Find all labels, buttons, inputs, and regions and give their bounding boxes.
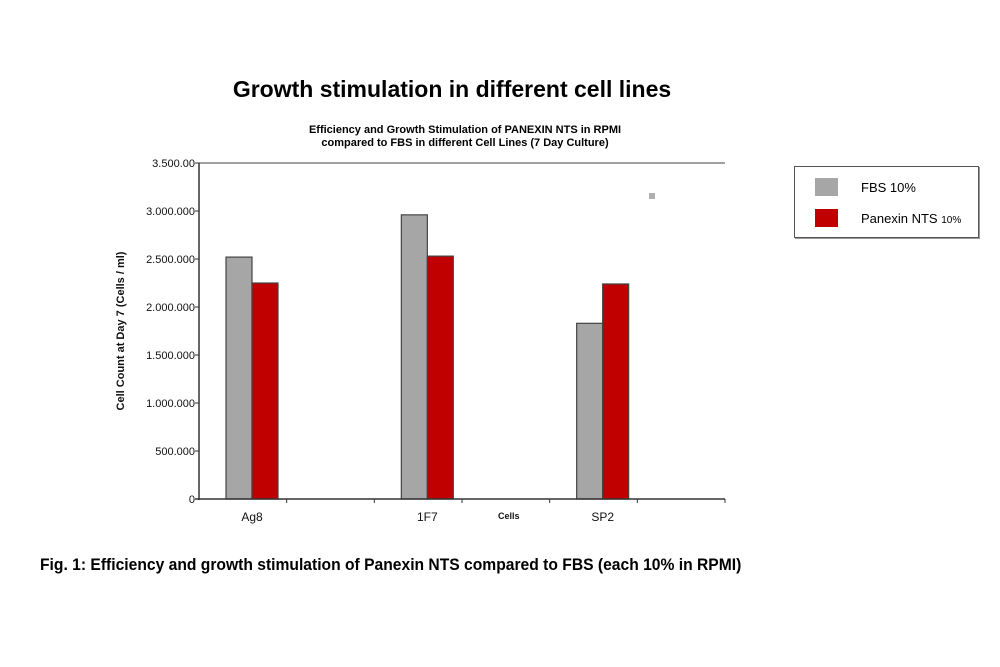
- bar-ag8-fbs: [225, 256, 253, 500]
- y-tick-label: 1.500.000: [146, 350, 195, 362]
- y-axis-label: Cell Count at Day 7 (Cells / ml): [115, 251, 127, 410]
- bar-1f7-fbs: [400, 214, 428, 500]
- legend-item-fbs: FBS 10%: [815, 177, 916, 197]
- legend-label-fbs: FBS 10%: [861, 179, 916, 195]
- y-tick-label: 2.500.000: [146, 254, 195, 266]
- legend-swatch-panexin: [815, 209, 838, 227]
- y-tick-label: 3.500.00: [152, 158, 195, 170]
- figure-caption: Fig. 1: Efficiency and growth stimulatio…: [40, 555, 742, 574]
- x-tick-label: SP2: [591, 510, 614, 524]
- bar-1f7-panexin: [426, 255, 454, 500]
- bar-sp2-fbs: [576, 322, 604, 500]
- x-tick-label: 1F7: [417, 510, 438, 524]
- x-axis-label: Cells: [498, 511, 520, 521]
- y-tick-label: 2.000.000: [146, 302, 195, 314]
- bar-sp2-panexin: [602, 283, 630, 500]
- y-tick-label: 0: [189, 494, 195, 506]
- legend: FBS 10% Panexin NTS 10%: [794, 166, 979, 238]
- x-tick-label: Ag8: [241, 510, 263, 524]
- chart-title: Efficiency and Growth Stimulation of PAN…: [230, 124, 700, 150]
- y-tick-label: 1.000.000: [146, 398, 195, 410]
- legend-label-panexin: Panexin NTS 10%: [861, 210, 962, 226]
- y-tick-label: 500.000: [155, 446, 195, 458]
- chart-title-line-1: Efficiency and Growth Stimulation of PAN…: [308, 124, 622, 136]
- legend-swatch-fbs: [815, 178, 838, 196]
- y-tick-label: 3.000.000: [146, 206, 195, 218]
- bar-ag8-panexin: [251, 282, 279, 500]
- stray-marker: [649, 193, 655, 199]
- legend-item-panexin: Panexin NTS 10%: [815, 208, 961, 228]
- main-title: Growth stimulation in different cell lin…: [232, 76, 672, 102]
- chart-title-line-2: compared to FBS in different Cell Lines …: [321, 137, 609, 149]
